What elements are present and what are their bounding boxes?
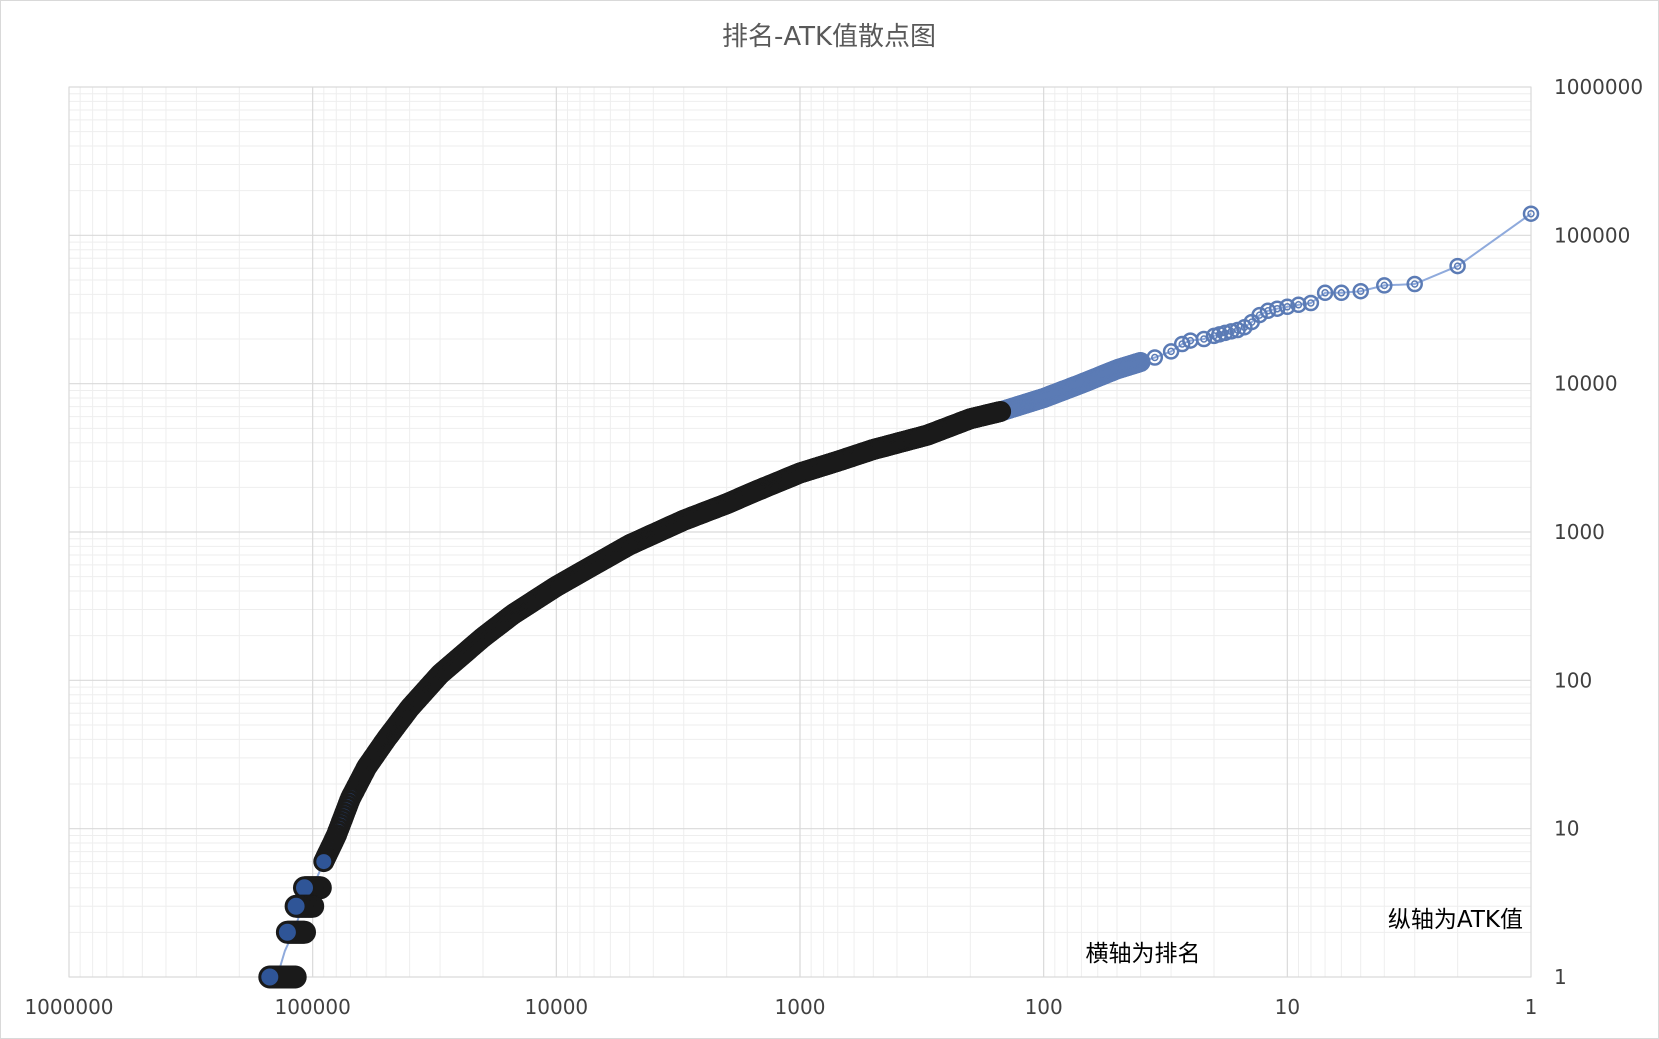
y-tick-label: 10000 (1554, 372, 1618, 396)
data-point-inner (1167, 347, 1175, 356)
data-point (284, 894, 308, 918)
y-tick-label: 1000 (1554, 520, 1605, 544)
x-tick-label: 10 (1275, 995, 1300, 1019)
data-point-inner (1294, 301, 1303, 309)
data-point (1406, 275, 1423, 293)
major-gridlines (68, 86, 1532, 978)
data-point (313, 851, 335, 873)
x-tick-label: 100 (1025, 995, 1063, 1019)
data-point (1205, 327, 1223, 345)
x-tick-label: 100000 (274, 995, 350, 1019)
data-point (1376, 277, 1393, 294)
chart-title: 排名-ATK值散点图 (722, 22, 936, 52)
data-point-inner (1255, 311, 1264, 319)
data-point-inner (1527, 209, 1535, 218)
data-point (275, 920, 299, 944)
y-tick-label: 1000000 (1554, 75, 1643, 99)
x-tick-label: 1 (1525, 995, 1538, 1019)
data-point (1302, 294, 1320, 312)
x-axis-note: 横轴为排名 (1086, 941, 1201, 967)
data-point (1449, 257, 1466, 275)
y-axis-note: 纵轴为ATK值 (1388, 907, 1523, 933)
x-tick-label: 1000 (775, 995, 826, 1019)
data-point (1333, 284, 1350, 302)
data-point-inner (1380, 281, 1389, 290)
data-point (1522, 205, 1540, 222)
y-tick-label: 1 (1554, 965, 1567, 989)
data-point (1173, 335, 1191, 353)
data-point (1290, 296, 1307, 314)
data-point (1352, 282, 1369, 300)
data-point-inner (1151, 353, 1159, 362)
y-tick-label: 100000 (1554, 223, 1630, 247)
y-axis-tick-labels: 1000000 100000 10000 1000 100 10 1 (1554, 75, 1643, 989)
y-tick-label: 10 (1554, 817, 1579, 841)
x-tick-label: 1000000 (24, 995, 113, 1019)
x-axis-tick-labels: 1000000 100000 10000 1000 100 10 1 (24, 995, 1537, 1019)
data-point-inner (1410, 280, 1419, 288)
data-point (1162, 343, 1180, 360)
data-point (293, 876, 316, 900)
y-tick-label: 100 (1554, 668, 1592, 692)
data-point-inner (1321, 289, 1329, 297)
data-point (1316, 284, 1334, 302)
data-point-inner (1178, 340, 1186, 348)
data-point (258, 965, 282, 989)
data-point (1259, 302, 1277, 320)
data-point-inner (1453, 262, 1462, 270)
data-point-inner (1337, 289, 1346, 297)
data-point (1146, 349, 1164, 366)
data-point-inner (1307, 299, 1315, 307)
series-markers (258, 205, 1540, 989)
data-point-inner (1200, 335, 1208, 343)
x-tick-label: 10000 (525, 995, 589, 1019)
data-point-inner (1356, 287, 1365, 295)
